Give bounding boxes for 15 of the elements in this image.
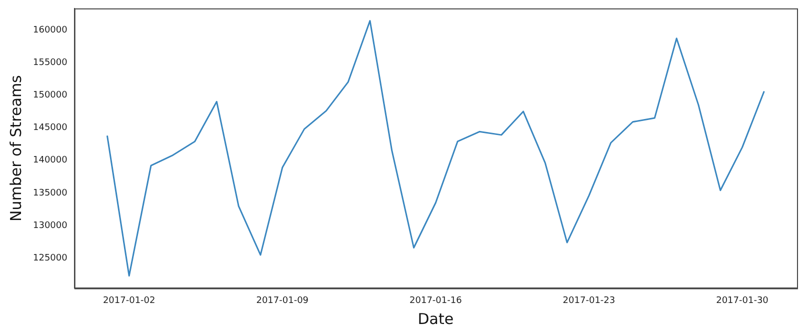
y-tick-label: 130000 — [32, 220, 68, 231]
x-tick-label: 2017-01-30 — [716, 296, 769, 306]
y-tick-label: 135000 — [32, 188, 68, 198]
x-tick-label: 2017-01-02 — [102, 296, 156, 306]
y-tick-label: 145000 — [32, 123, 68, 134]
y-tick-label: 150000 — [32, 90, 68, 100]
y-axis-title: Number of Streams — [6, 74, 25, 222]
y-tick-label: 160000 — [32, 25, 68, 36]
x-tick-label: 2017-01-16 — [410, 296, 462, 306]
x-tick-label: 2017-01-09 — [256, 296, 309, 306]
y-tick-label: 125000 — [32, 254, 68, 264]
y-tick-label: 140000 — [32, 156, 68, 166]
x-tick-label: 2017-01-23 — [562, 296, 616, 306]
y-tick-label: 155000 — [32, 58, 68, 68]
x-axis-title: Date — [418, 310, 454, 328]
